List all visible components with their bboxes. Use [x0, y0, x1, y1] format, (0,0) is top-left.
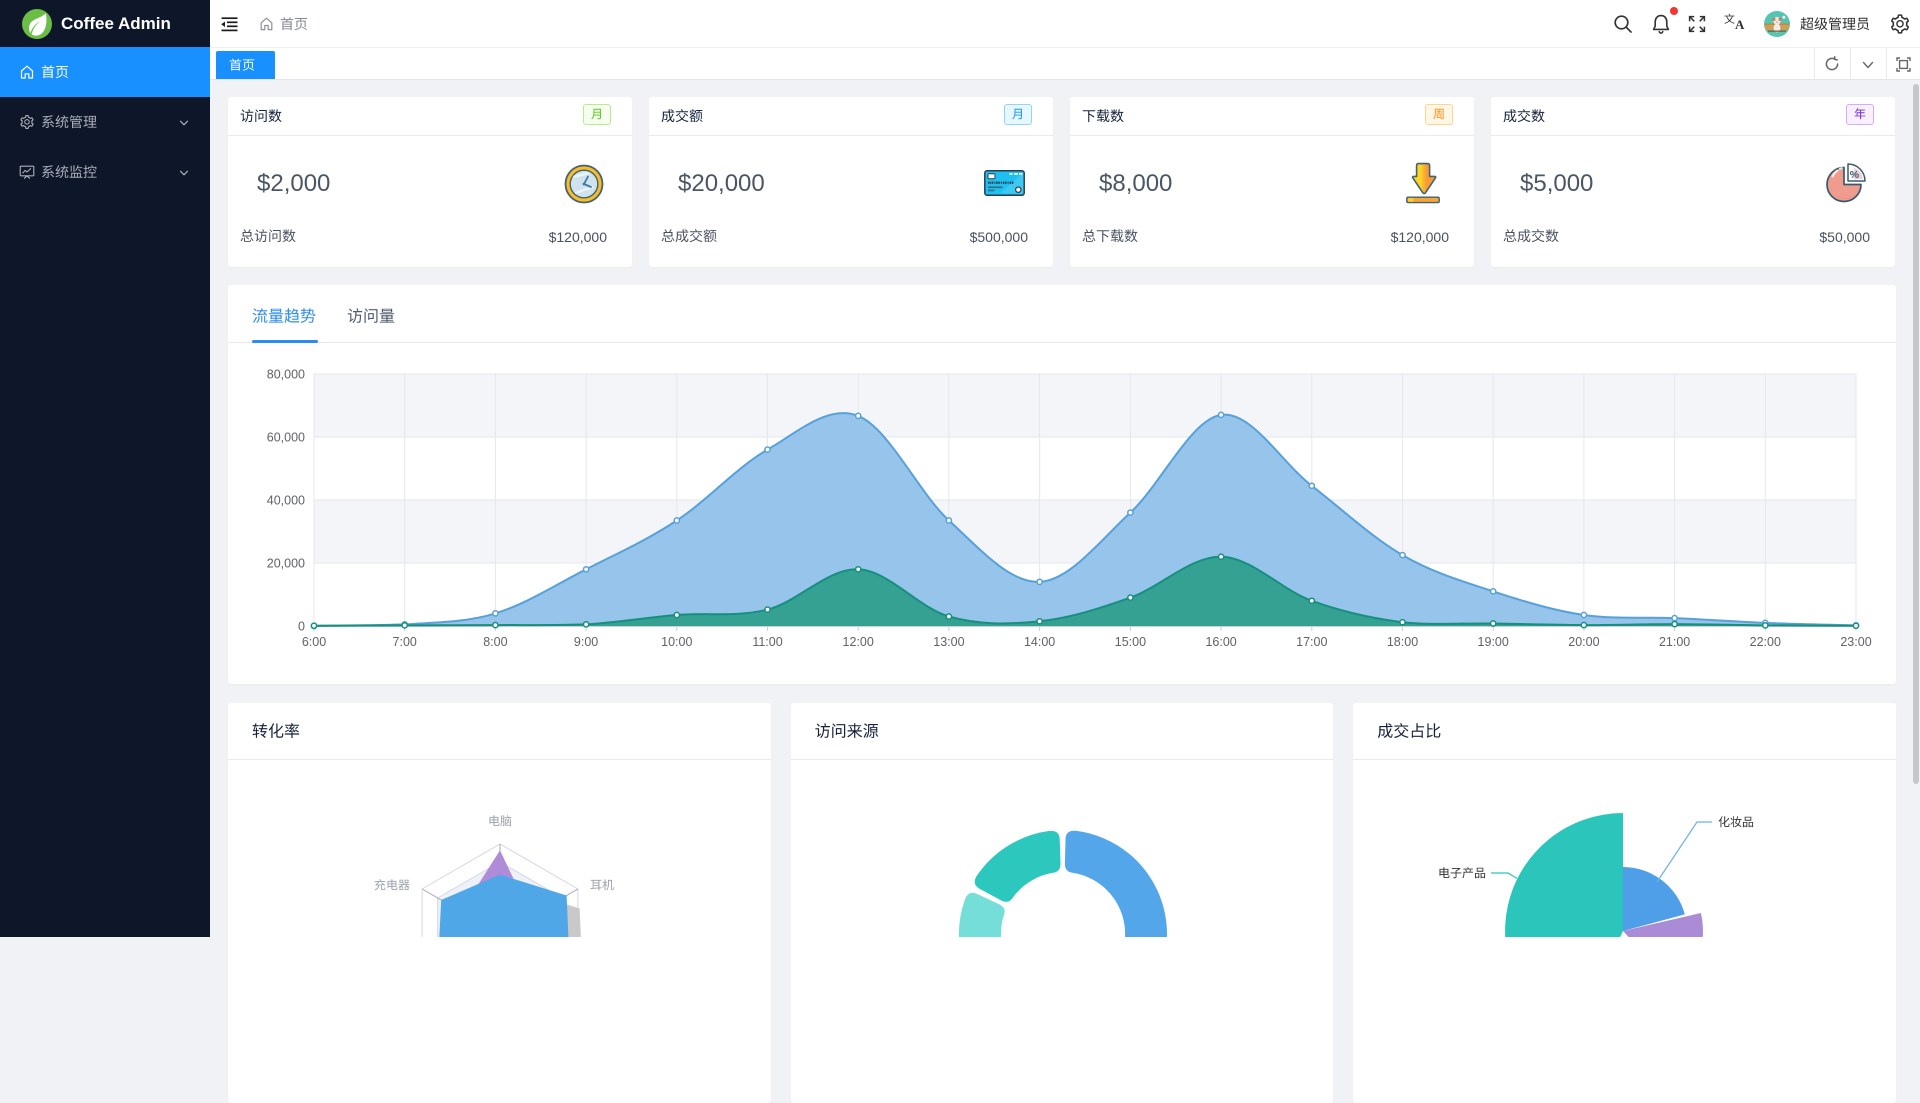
svg-text:0: 0 [298, 620, 305, 634]
svg-text:10:00: 10:00 [661, 635, 692, 649]
svg-text:14:00: 14:00 [1024, 635, 1055, 649]
svg-text:6:00: 6:00 [302, 635, 326, 649]
svg-text:40,000: 40,000 [267, 494, 305, 508]
svg-text:17:00: 17:00 [1296, 635, 1327, 649]
svg-text:15:00: 15:00 [1115, 635, 1146, 649]
svg-text:16:00: 16:00 [1205, 635, 1236, 649]
svg-text:9:00: 9:00 [574, 635, 598, 649]
svg-text:19:00: 19:00 [1478, 635, 1509, 649]
svg-text:7:00: 7:00 [393, 635, 417, 649]
svg-text:13:00: 13:00 [933, 635, 964, 649]
svg-text:22:00: 22:00 [1750, 635, 1781, 649]
svg-text:%: % [1850, 169, 1860, 181]
svg-text:80,000: 80,000 [267, 368, 305, 382]
svg-text:11:00: 11:00 [752, 635, 782, 649]
svg-text:23:00: 23:00 [1840, 635, 1871, 649]
svg-text:20:00: 20:00 [1568, 635, 1599, 649]
svg-text:8:00: 8:00 [483, 635, 507, 649]
svg-text:21:00: 21:00 [1659, 635, 1690, 649]
svg-text:60,000: 60,000 [267, 431, 305, 445]
svg-text:20,000: 20,000 [267, 557, 305, 571]
svg-text:18:00: 18:00 [1387, 635, 1418, 649]
svg-text:12:00: 12:00 [843, 635, 874, 649]
